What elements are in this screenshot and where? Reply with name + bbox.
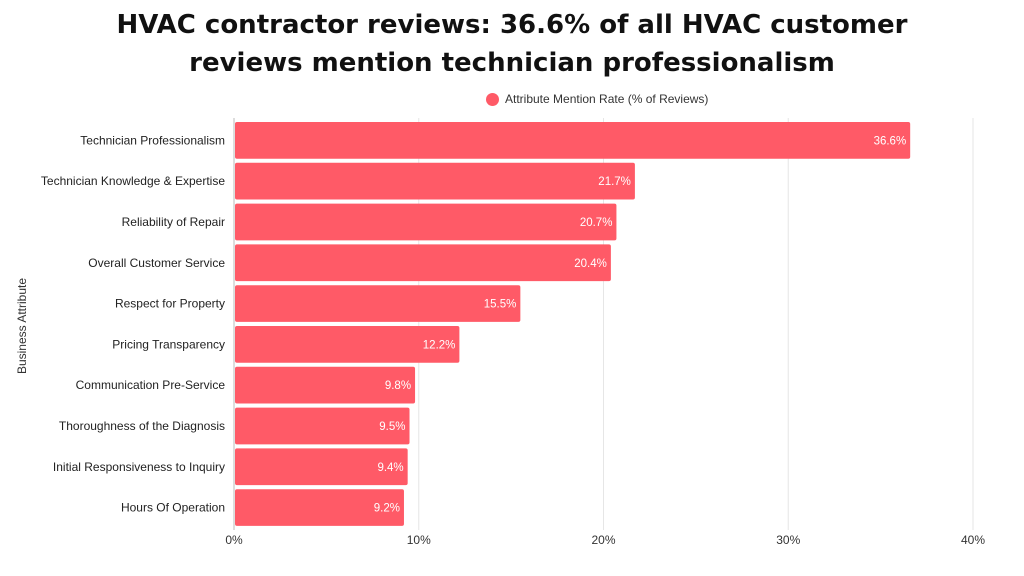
bar-value-label: 21.7% (598, 176, 631, 188)
bar-value-label: 36.6% (874, 135, 907, 147)
x-tick-label: 40% (961, 533, 985, 547)
category-label: Technician Knowledge & Expertise (41, 174, 225, 188)
bar (235, 407, 410, 445)
bar (235, 244, 611, 282)
category-label: Respect for Property (115, 297, 225, 311)
bar-value-label: 12.2% (423, 339, 456, 351)
bar-value-label: 9.8% (385, 380, 411, 392)
chart-title-line-1: HVAC contractor reviews: 36.6% of all HV… (116, 10, 908, 40)
category-label: Communication Pre-Service (76, 378, 226, 392)
x-tick-label: 20% (591, 533, 615, 547)
bar-value-label: 9.2% (374, 503, 400, 515)
category-label: Pricing Transparency (112, 337, 225, 351)
grid-lines (233, 118, 974, 530)
bar (235, 285, 521, 322)
bar (235, 448, 408, 486)
category-label: Reliability of Repair (122, 215, 225, 229)
bar (235, 162, 635, 200)
category-label: Initial Responsiveness to Inquiry (53, 460, 225, 474)
category-label: Hours Of Operation (121, 501, 225, 515)
bar-value-label: 9.5% (379, 421, 405, 433)
x-tick-label: 30% (776, 533, 800, 547)
x-tick-labels: 0% 10% 20% 30% 40% (225, 533, 985, 547)
category-label: Overall Customer Service (88, 256, 225, 270)
x-tick-label: 0% (225, 533, 243, 547)
bar (235, 366, 416, 404)
bar (235, 489, 404, 526)
category-label: Thoroughness of the Diagnosis (59, 419, 225, 433)
legend-swatch-icon (486, 92, 499, 106)
category-label: Technician Professionalism (80, 133, 225, 147)
chart-title: HVAC contractor reviews: 36.6% of all HV… (0, 6, 1024, 82)
bar-value-label: 20.4% (574, 258, 607, 270)
bar (235, 203, 617, 241)
bar-value-label: 20.7% (580, 217, 613, 229)
bar-value-label: 9.4% (377, 462, 403, 474)
bar (235, 122, 911, 159)
category-labels: Technician Professionalism Technician Kno… (41, 133, 225, 514)
legend-label: Attribute Mention Rate (% of Reviews) (505, 92, 709, 106)
chart-legend: Attribute Mention Rate (% of Reviews) (486, 90, 708, 108)
y-axis-title: Business Attribute (15, 278, 29, 374)
bar (235, 326, 460, 363)
bars: 36.6% 21.7% 20.7% 20.4% 15.5% 12.2% 9.8% 9.5% 9.… (235, 122, 911, 526)
bar-value-label: 15.5% (484, 299, 517, 311)
chart-title-line-2: reviews mention technician professionali… (189, 48, 835, 78)
x-tick-label: 10% (407, 533, 431, 547)
